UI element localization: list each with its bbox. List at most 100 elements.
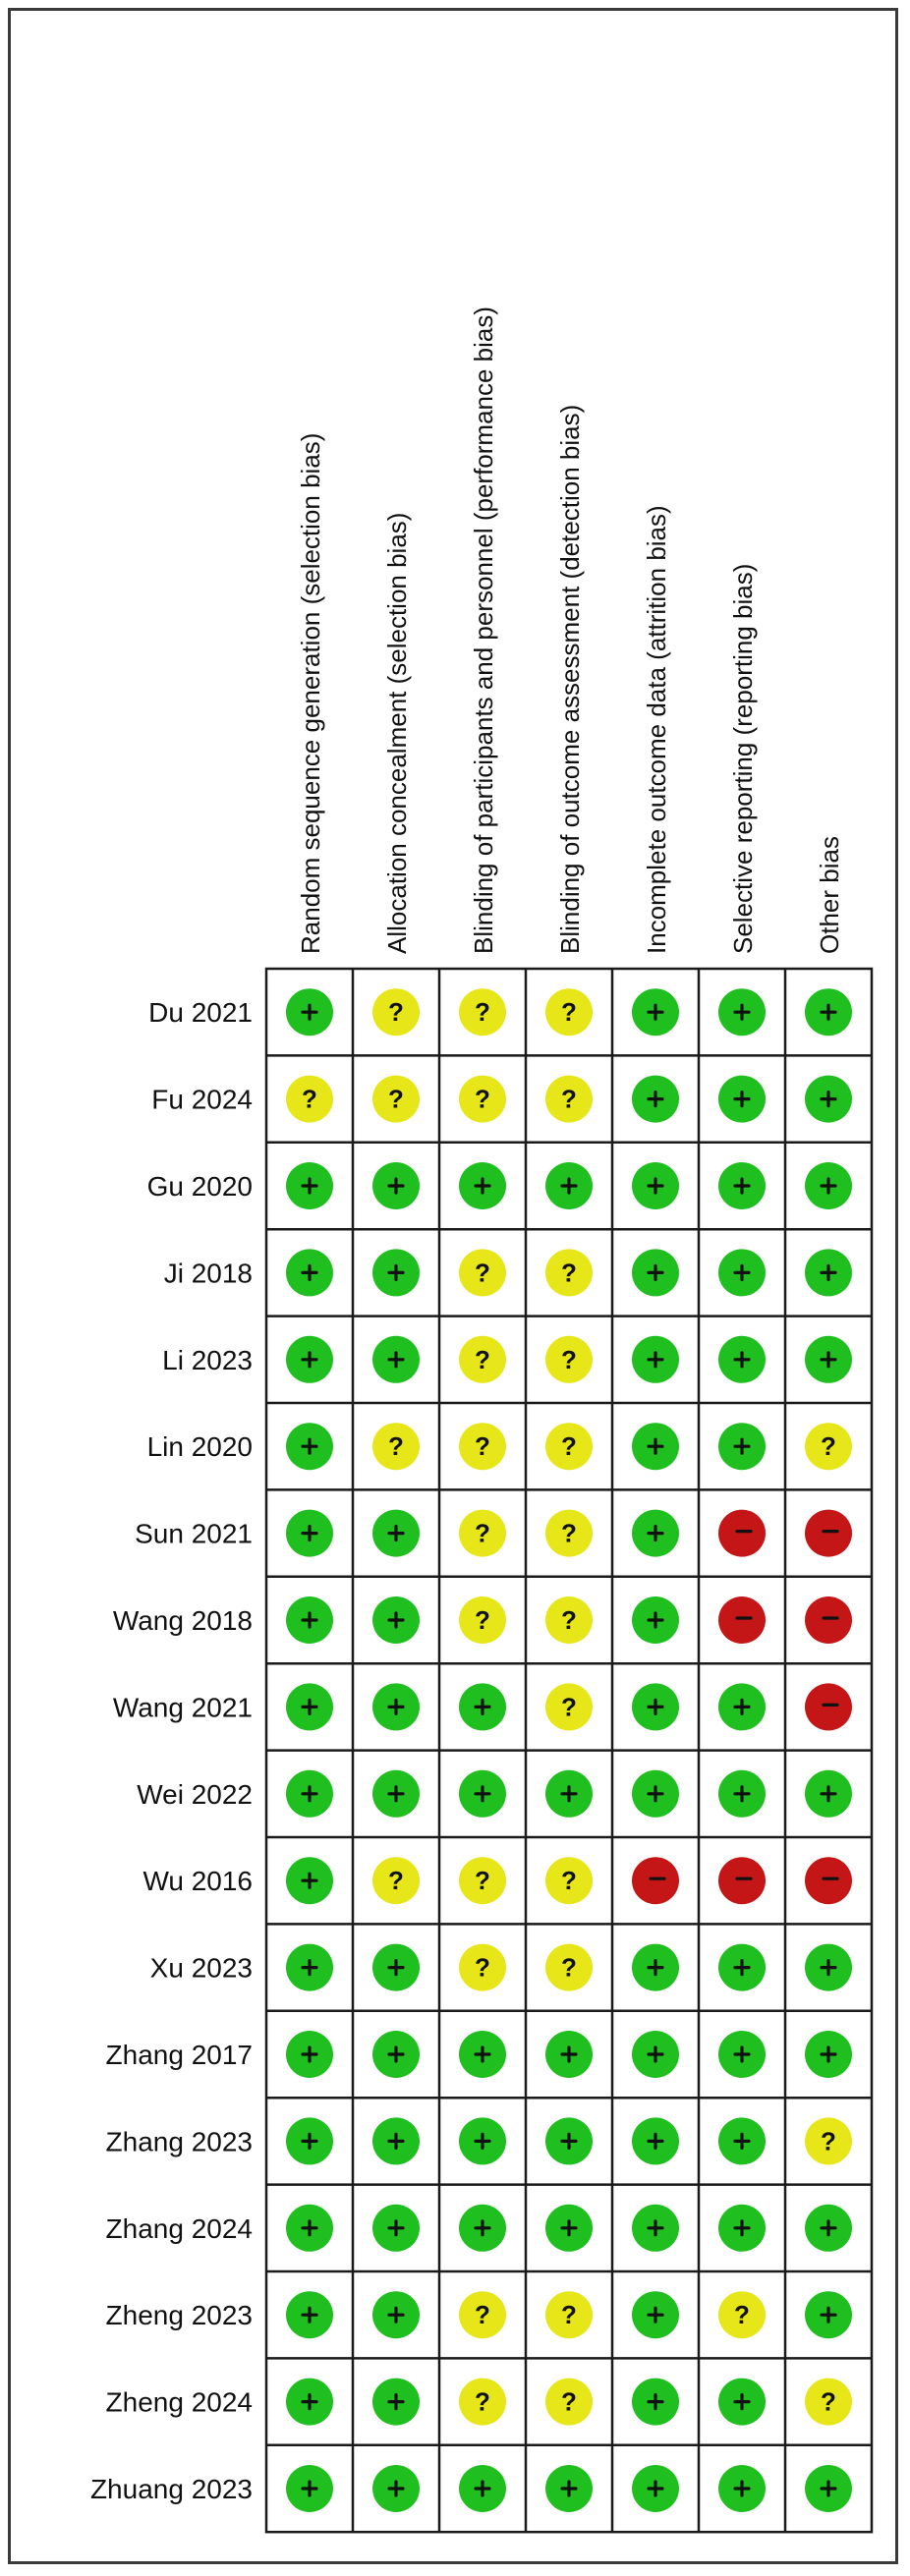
svg-text:?: ? xyxy=(475,1431,490,1461)
unclear-risk-mark: ? xyxy=(545,988,593,1036)
unclear-risk-mark: ? xyxy=(545,1335,593,1383)
low-risk-mark xyxy=(805,1249,852,1297)
low-risk-mark xyxy=(632,1769,679,1818)
domain-header: Random sequence generation (selection bi… xyxy=(296,433,325,954)
study-label: Zhang 2024 xyxy=(106,2213,253,2244)
study-label: Gu 2020 xyxy=(147,1171,253,1202)
high-risk-mark xyxy=(805,1509,852,1557)
low-risk-mark xyxy=(718,1769,766,1818)
low-risk-mark xyxy=(718,1075,766,1123)
low-risk-mark xyxy=(545,2204,593,2252)
unclear-risk-mark: ? xyxy=(545,1683,593,1731)
low-risk-mark xyxy=(632,1075,679,1123)
unclear-risk-mark: ? xyxy=(372,1075,420,1123)
unclear-risk-mark: ? xyxy=(459,1596,506,1644)
low-risk-mark xyxy=(718,1162,766,1209)
low-risk-mark xyxy=(545,1162,593,1209)
low-risk-mark xyxy=(459,2465,506,2512)
low-risk-mark xyxy=(718,1943,766,1991)
low-risk-mark xyxy=(805,1335,852,1383)
svg-text:?: ? xyxy=(475,2300,490,2329)
svg-text:?: ? xyxy=(561,1605,577,1635)
unclear-risk-mark: ? xyxy=(372,1423,420,1471)
high-risk-mark xyxy=(805,1596,852,1644)
low-risk-mark xyxy=(545,2465,593,2512)
unclear-risk-mark: ? xyxy=(545,2291,593,2339)
study-label: Zhuang 2023 xyxy=(90,2474,253,2504)
low-risk-mark xyxy=(372,2031,420,2078)
low-risk-mark xyxy=(718,2031,766,2078)
unclear-risk-mark: ? xyxy=(545,1249,593,1297)
study-label: Fu 2024 xyxy=(151,1085,253,1115)
svg-text:?: ? xyxy=(561,1258,577,1287)
svg-text:?: ? xyxy=(475,997,490,1027)
low-risk-mark xyxy=(459,2204,506,2252)
low-risk-mark xyxy=(718,2378,766,2426)
low-risk-mark xyxy=(372,1162,420,1209)
low-risk-mark xyxy=(718,1335,766,1383)
low-risk-mark xyxy=(459,2117,506,2165)
svg-text:?: ? xyxy=(821,2387,836,2417)
high-risk-mark xyxy=(805,1683,852,1731)
unclear-risk-mark: ? xyxy=(459,1075,506,1123)
unclear-risk-mark: ? xyxy=(805,2117,852,2165)
svg-text:?: ? xyxy=(388,997,404,1027)
low-risk-mark xyxy=(805,1075,852,1123)
unclear-risk-mark: ? xyxy=(545,2378,593,2426)
svg-text:?: ? xyxy=(475,1953,490,1983)
unclear-risk-mark: ? xyxy=(459,988,506,1036)
study-label: Zheng 2024 xyxy=(106,2387,253,2418)
low-risk-mark xyxy=(632,1509,679,1557)
low-risk-mark xyxy=(545,1769,593,1818)
svg-text:?: ? xyxy=(302,1085,317,1114)
study-label: Zhang 2023 xyxy=(106,2126,253,2156)
low-risk-mark xyxy=(632,2291,679,2339)
unclear-risk-mark: ? xyxy=(459,2378,506,2426)
low-risk-mark xyxy=(632,1683,679,1731)
study-label: Zheng 2023 xyxy=(106,2300,253,2330)
svg-text:?: ? xyxy=(561,1085,577,1114)
low-risk-mark xyxy=(372,1683,420,1731)
high-risk-mark xyxy=(805,1857,852,1905)
unclear-risk-mark: ? xyxy=(545,1075,593,1123)
unclear-risk-mark: ? xyxy=(718,2291,766,2339)
study-label: Lin 2020 xyxy=(147,1431,253,1462)
rating-grid: ???????????????????????????????? xyxy=(264,967,874,2534)
svg-text:?: ? xyxy=(475,1258,490,1287)
unclear-risk-mark: ? xyxy=(459,1423,506,1471)
svg-text:?: ? xyxy=(561,997,577,1027)
study-label: Zhang 2017 xyxy=(106,2040,253,2070)
study-label: Xu 2023 xyxy=(150,1953,253,1984)
low-risk-mark xyxy=(805,1162,852,1209)
svg-text:?: ? xyxy=(475,1866,490,1895)
low-risk-mark xyxy=(805,2031,852,2078)
svg-text:?: ? xyxy=(475,1085,490,1114)
low-risk-mark xyxy=(372,1596,420,1644)
low-risk-mark xyxy=(286,2204,333,2252)
low-risk-mark xyxy=(459,1683,506,1731)
study-labels: Du 2021 Fu 2024 Gu 2020 Ji 2018 Li 2023 Lin 2… xyxy=(90,997,253,2504)
low-risk-mark xyxy=(286,1509,333,1557)
figure-frame: Random sequence generation (selection bi… xyxy=(8,8,898,2564)
low-risk-mark xyxy=(286,2378,333,2426)
low-risk-mark xyxy=(632,1423,679,1471)
unclear-risk-mark: ? xyxy=(545,1509,593,1557)
study-label: Ji 2018 xyxy=(164,1258,253,1288)
svg-text:?: ? xyxy=(475,1605,490,1635)
low-risk-mark xyxy=(632,988,679,1036)
svg-text:?: ? xyxy=(388,1085,404,1114)
study-label: Sun 2021 xyxy=(135,1519,253,1549)
low-risk-mark xyxy=(286,1683,333,1731)
low-risk-mark xyxy=(459,1769,506,1818)
low-risk-mark xyxy=(372,1769,420,1818)
domain-headers: Random sequence generation (selection bi… xyxy=(296,307,844,954)
low-risk-mark xyxy=(805,1769,852,1818)
low-risk-mark xyxy=(372,2291,420,2339)
domain-header: Allocation concealment (selection bias) xyxy=(382,513,412,954)
low-risk-mark xyxy=(286,1249,333,1297)
study-label: Wei 2022 xyxy=(137,1779,253,1810)
study-label: Wang 2018 xyxy=(113,1605,253,1636)
low-risk-mark xyxy=(805,2465,852,2512)
low-risk-mark xyxy=(632,1943,679,1991)
svg-text:?: ? xyxy=(475,1345,490,1374)
